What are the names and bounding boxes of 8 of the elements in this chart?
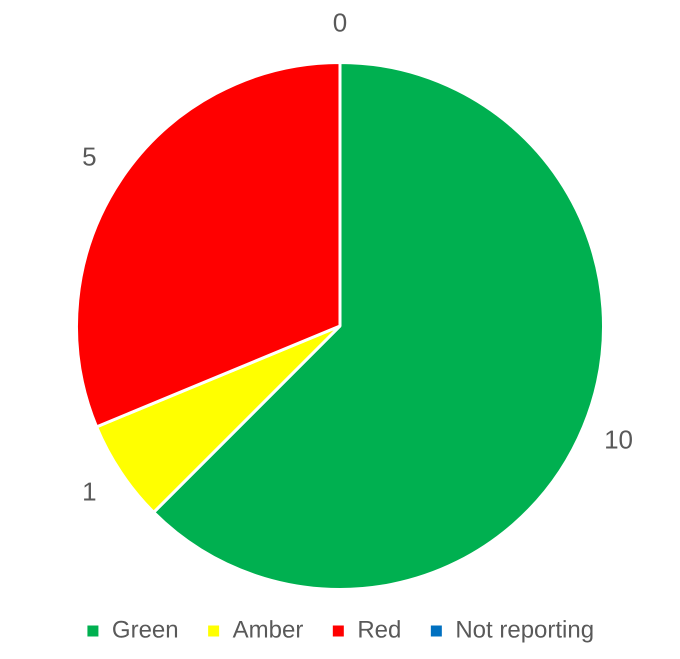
text: 0 <box>332 8 348 38</box>
legend-label: Amber <box>232 616 304 644</box>
legend-label: Red <box>357 616 402 644</box>
data-label: 5 <box>82 142 97 172</box>
legend-label: Not reporting <box>455 616 594 644</box>
legend-label: Green <box>112 616 179 644</box>
data-label: 10 <box>604 424 634 455</box>
data-label: 1 <box>82 476 97 507</box>
